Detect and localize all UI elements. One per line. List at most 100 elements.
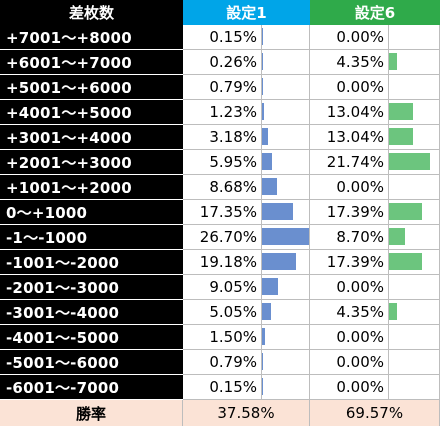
setting6-value: 17.39% — [310, 200, 389, 225]
setting6-value: 17.39% — [310, 250, 389, 275]
setting1-bar — [262, 178, 278, 195]
setting1-bar-cell — [262, 100, 310, 125]
setting1-bar — [262, 353, 264, 370]
footer-setting6-value: 69.57% — [310, 400, 440, 426]
setting6-bar — [389, 253, 422, 270]
setting1-bar-cell — [262, 50, 310, 75]
setting6-bar-cell — [389, 50, 440, 75]
setting6-bar-cell — [389, 100, 440, 125]
setting1-value: 5.95% — [183, 150, 262, 175]
setting1-bar-cell — [262, 150, 310, 175]
setting1-value: 8.68% — [183, 175, 262, 200]
setting6-value: 4.35% — [310, 50, 389, 75]
row-label: +6001～+7000 — [0, 50, 183, 75]
setting6-bar-cell — [389, 75, 440, 100]
setting1-bar — [262, 228, 309, 245]
setting6-bar — [389, 228, 406, 245]
setting1-bar — [262, 103, 265, 120]
setting6-bar — [389, 153, 430, 170]
setting6-bar — [389, 303, 398, 320]
setting1-value: 26.70% — [183, 225, 262, 250]
header-setting6: 設定6 — [310, 0, 440, 25]
setting6-bar-cell — [389, 350, 440, 375]
setting6-value: 13.04% — [310, 125, 389, 150]
setting6-value: 0.00% — [310, 375, 389, 400]
setting6-bar — [389, 103, 414, 120]
setting1-bar-cell — [262, 300, 310, 325]
row-label: +5001～+6000 — [0, 75, 183, 100]
setting6-bar-cell — [389, 150, 440, 175]
setting1-bar-cell — [262, 250, 310, 275]
header-label: 差枚数 — [0, 0, 183, 25]
setting6-bar-cell — [389, 200, 440, 225]
footer-setting1-value: 37.58% — [183, 400, 310, 426]
setting1-value: 0.26% — [183, 50, 262, 75]
setting1-bar-cell — [262, 225, 310, 250]
row-label: -1～-1000 — [0, 225, 183, 250]
setting1-bar — [262, 278, 278, 295]
setting1-bar-cell — [262, 125, 310, 150]
row-label: +1001～+2000 — [0, 175, 183, 200]
setting6-value: 0.00% — [310, 350, 389, 375]
setting1-bar — [262, 328, 265, 345]
row-label: -3001～-4000 — [0, 300, 183, 325]
setting1-value: 0.79% — [183, 350, 262, 375]
header-setting1: 設定1 — [183, 0, 310, 25]
setting6-bar-cell — [389, 275, 440, 300]
setting6-bar-cell — [389, 225, 440, 250]
setting1-bar — [262, 153, 273, 170]
setting6-value: 4.35% — [310, 300, 389, 325]
row-label: -5001～-6000 — [0, 350, 183, 375]
setting6-value: 0.00% — [310, 275, 389, 300]
row-label: -6001～-7000 — [0, 375, 183, 400]
setting1-value: 1.23% — [183, 100, 262, 125]
setting1-value: 1.50% — [183, 325, 262, 350]
row-label: -1001～-2000 — [0, 250, 183, 275]
setting1-bar-cell — [262, 175, 310, 200]
setting1-bar-cell — [262, 350, 310, 375]
setting1-value: 0.15% — [183, 375, 262, 400]
setting1-value: 5.05% — [183, 300, 262, 325]
setting6-bar-cell — [389, 375, 440, 400]
setting6-value: 8.70% — [310, 225, 389, 250]
row-label: -4001～-5000 — [0, 325, 183, 350]
setting6-bar-cell — [389, 325, 440, 350]
setting1-bar — [262, 203, 293, 220]
setting6-bar-cell — [389, 25, 440, 50]
row-label: +3001～+4000 — [0, 125, 183, 150]
row-label: 0～+1000 — [0, 200, 183, 225]
setting1-bar-cell — [262, 275, 310, 300]
setting6-value: 13.04% — [310, 100, 389, 125]
setting1-bar — [262, 303, 271, 320]
setting6-value: 0.00% — [310, 325, 389, 350]
setting1-value: 9.05% — [183, 275, 262, 300]
setting1-bar-cell — [262, 75, 310, 100]
setting6-bar — [389, 128, 414, 145]
setting6-value: 0.00% — [310, 175, 389, 200]
setting6-value: 0.00% — [310, 75, 389, 100]
setting6-bar-cell — [389, 125, 440, 150]
row-label: +7001～+8000 — [0, 25, 183, 50]
setting6-bar-cell — [389, 175, 440, 200]
setting1-bar-cell — [262, 375, 310, 400]
setting6-value: 21.74% — [310, 150, 389, 175]
setting1-value: 19.18% — [183, 250, 262, 275]
row-label: -2001～-3000 — [0, 275, 183, 300]
setting6-bar — [389, 203, 422, 220]
setting1-bar-cell — [262, 25, 310, 50]
setting6-bar-cell — [389, 300, 440, 325]
setting6-bar-cell — [389, 250, 440, 275]
setting1-value: 3.18% — [183, 125, 262, 150]
row-label: +2001～+3000 — [0, 150, 183, 175]
setting1-bar — [262, 128, 268, 145]
footer-label: 勝率 — [0, 400, 183, 426]
setting6-bar — [389, 53, 398, 70]
setting1-bar-cell — [262, 325, 310, 350]
row-label: +4001～+5000 — [0, 100, 183, 125]
setting1-bar — [262, 253, 296, 270]
setting1-value: 17.35% — [183, 200, 262, 225]
setting6-value: 0.00% — [310, 25, 389, 50]
setting1-bar-cell — [262, 200, 310, 225]
setting1-value: 0.79% — [183, 75, 262, 100]
